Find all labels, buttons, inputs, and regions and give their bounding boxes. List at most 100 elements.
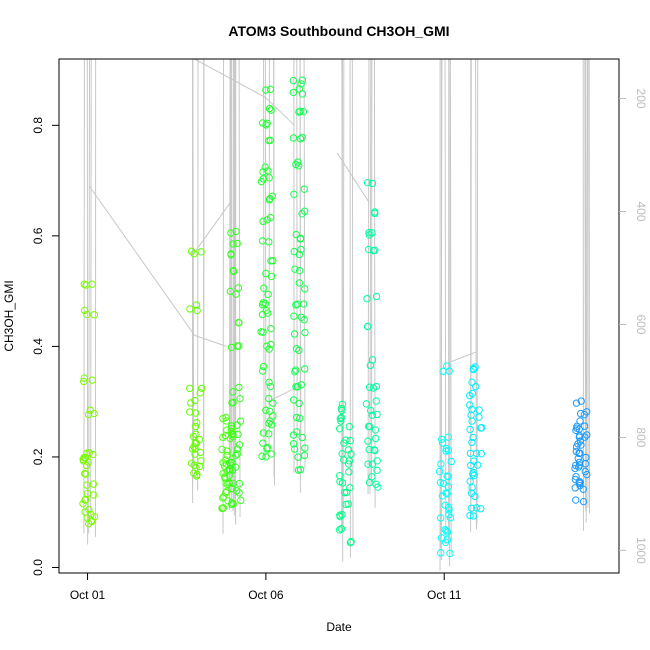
data-point [236, 394, 244, 403]
data-point [335, 526, 344, 534]
data-point [233, 450, 241, 458]
data-point [289, 439, 298, 448]
data-point [232, 227, 240, 236]
data-point [234, 430, 242, 438]
transit-segment [88, 185, 195, 336]
data-point [262, 406, 270, 414]
data-point [226, 458, 234, 467]
data-point [83, 489, 92, 498]
data-point [580, 422, 589, 430]
data-point [298, 76, 307, 84]
data-point [267, 257, 275, 265]
right-axis: 200 400 600 800 1000 [619, 89, 648, 564]
data-point [265, 430, 273, 438]
flight-track-line [90, 58, 92, 518]
data-point [193, 419, 201, 427]
data-point [442, 447, 450, 455]
data-point [292, 428, 301, 436]
data-point [218, 504, 227, 512]
data-point [576, 417, 584, 425]
data-point [297, 80, 305, 88]
data-point [187, 247, 196, 255]
data-point [372, 292, 381, 301]
data-point [289, 76, 297, 85]
data-point [468, 405, 476, 414]
data-point [472, 504, 481, 512]
data-point [294, 158, 302, 166]
data-point [223, 426, 231, 434]
data-point [437, 460, 445, 468]
data-point [338, 479, 347, 487]
data-point [290, 312, 298, 320]
data-point [365, 383, 374, 391]
data-point [572, 472, 580, 481]
data-point [363, 295, 371, 303]
data-point [262, 121, 270, 129]
data-point [296, 234, 305, 242]
data-point [292, 366, 300, 374]
x-tick-label: Oct 01 [70, 588, 106, 602]
data-point [583, 431, 591, 439]
data-point [225, 479, 233, 487]
data-point [81, 453, 90, 462]
data-point [90, 311, 99, 319]
data-point [80, 306, 89, 315]
right-axis-tick-label: 200 [634, 89, 648, 109]
data-point [466, 401, 474, 409]
data-point [436, 478, 445, 487]
data-point [301, 444, 309, 452]
data-point [296, 135, 305, 143]
flight-track-line [238, 58, 241, 518]
data-point [259, 299, 267, 307]
data-point [301, 328, 309, 337]
data-point [225, 466, 233, 474]
data-point [191, 396, 199, 405]
x-axis: Oct 01 Oct 06 Oct 11 [70, 573, 462, 602]
data-point [363, 178, 372, 187]
data-point [581, 433, 589, 441]
data-point [289, 134, 298, 142]
data-point [259, 429, 268, 437]
data-point [265, 238, 273, 246]
flight-track-line [88, 58, 91, 534]
data-point [80, 280, 89, 288]
data-point [297, 245, 305, 254]
data-point [469, 512, 478, 520]
data-point [258, 237, 267, 245]
data-point [79, 455, 87, 464]
data-point [269, 412, 277, 420]
data-point [90, 409, 98, 418]
flight-track-line [341, 58, 344, 532]
data-point [471, 382, 480, 391]
flight-track-line [585, 58, 588, 509]
data-point [572, 443, 581, 451]
data-point [259, 439, 267, 447]
data-point [82, 470, 90, 478]
data-point [289, 88, 298, 97]
data-point [435, 467, 444, 476]
data-point [262, 453, 270, 461]
flight-track-line [476, 58, 479, 525]
data-point [267, 324, 275, 333]
data-point [260, 284, 268, 292]
data-point [79, 499, 87, 508]
data-point [229, 266, 238, 275]
data-point [80, 374, 89, 382]
data-point [370, 446, 378, 454]
data-point [294, 466, 303, 474]
data-point [186, 408, 194, 416]
data-point [338, 510, 346, 519]
data-point [262, 269, 270, 278]
data-point [88, 376, 97, 384]
data-point [466, 449, 475, 458]
data-point [192, 439, 200, 448]
data-point [264, 290, 272, 299]
data-point [290, 445, 299, 453]
data-point [233, 239, 241, 248]
data-point [443, 528, 452, 536]
data-point [89, 480, 98, 488]
data-point [371, 246, 379, 254]
data-point [437, 435, 446, 444]
data-point [368, 473, 376, 481]
